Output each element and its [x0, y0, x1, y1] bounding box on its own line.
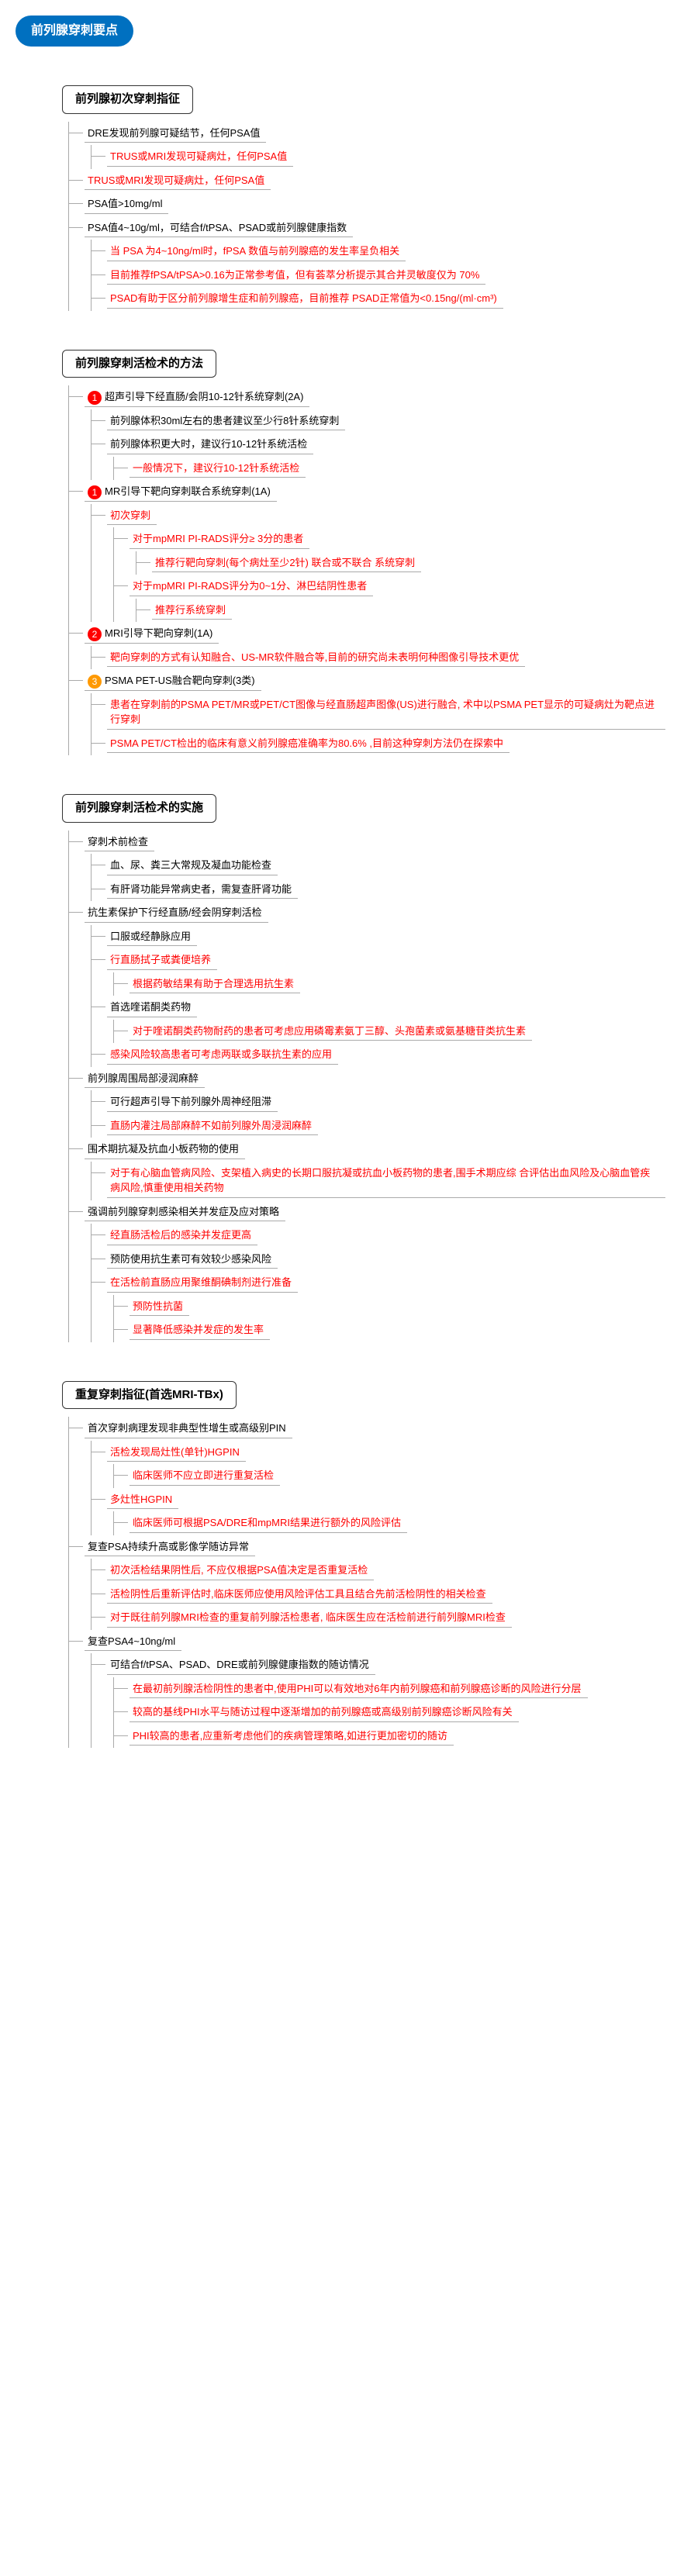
s4-r1a1: 临床医师不应立即进行重复活检 [130, 1466, 280, 1486]
s2-m4a: 患者在穿刺前的PSMA PET/MR或PET/CT图像与经直肠超声图像(US)进… [107, 696, 665, 730]
s4-r3a1: 在最初前列腺活检阴性的患者中,使用PHI可以有效地对6年内前列腺癌和前列腺癌诊断… [130, 1680, 588, 1699]
s1-i4b: 目前推荐fPSA/tPSA>0.16为正常参考值，但有荟萃分析提示其合并灵敏度仅… [107, 266, 485, 285]
s3-p2d: 感染风险较高患者可考虑两联或多联抗生素的应用 [107, 1045, 338, 1065]
section3-title: 前列腺穿刺活检术的实施 [62, 794, 216, 823]
s3-p5c2: 显著降低感染并发症的发生率 [130, 1321, 270, 1340]
s2-m3: 2MRI引导下靶向穿刺(1A) [85, 624, 219, 644]
s3-p1: 穿刺术前检查 [85, 833, 154, 852]
s2-m1: 1超声引导下经直肠/会阴10-12针系统穿刺(2A) [85, 388, 309, 407]
s4-r3a2: 较高的基线PHI水平与随访过程中逐渐增加的前列腺癌或高级别前列腺癌诊断风险有关 [130, 1703, 519, 1722]
s3-p5a: 经直肠活检后的感染并发症更高 [107, 1226, 257, 1245]
s1-i3: PSA值>10mg/ml [85, 195, 168, 214]
section1-title: 前列腺初次穿刺指征 [62, 85, 193, 114]
s2-m2a1: 对于mpMRI PI-RADS评分≥ 3分的患者 [130, 530, 309, 549]
s4-r2c: 对于既往前列腺MRI检查的重复前列腺活检患者, 临床医生应在活检前进行前列腺MR… [107, 1608, 512, 1628]
s3-p4a: 对于有心脑血管病风险、支架植入病史的长期口服抗凝或抗血小板药物的患者,围手术期应… [107, 1164, 665, 1198]
s4-r2a: 初次活检结果阴性后, 不应仅根据PSA值决定是否重复活检 [107, 1561, 374, 1580]
s1-i1: DRE发现前列腺可疑结节，任何PSA值 [85, 124, 266, 143]
s1-i1a: TRUS或MRI发现可疑病灶，任何PSA值 [107, 147, 293, 167]
s3-p2b1: 根据药敏结果有助于合理选用抗生素 [130, 975, 300, 994]
number-1-icon-b: 1 [88, 485, 102, 499]
s2-m1b: 前列腺体积更大时，建议行10-12针系统活检 [107, 435, 313, 454]
s4-r1a: 活检发现局灶性(单针)HGPIN [107, 1443, 246, 1462]
mindmap-tree: 前列腺初次穿刺指征 DRE发现前列腺可疑结节，任何PSA值 TRUS或MRI发现… [8, 70, 676, 1748]
s2-m2a2: 对于mpMRI PI-RADS评分为0~1分、淋巴结阴性患者 [130, 577, 373, 596]
s3-p5c1: 预防性抗菌 [130, 1297, 189, 1317]
number-1-icon: 1 [88, 391, 102, 405]
s2-m2a2a: 推荐行系统穿刺 [152, 601, 232, 620]
number-3-icon: 3 [88, 675, 102, 689]
s3-p2: 抗生素保护下行经直肠/经会阴穿刺活检 [85, 903, 268, 923]
s4-r1b: 多灶性HGPIN [107, 1490, 178, 1510]
s4-r3a3: PHI较高的患者,应重新考虑他们的疾病管理策略,如进行更加密切的随访 [130, 1727, 454, 1746]
s2-m1b1: 一般情况下，建议行10-12针系统活检 [130, 459, 306, 478]
s1-i4a: 当 PSA 为4~10ng/ml时，fPSA 数值与前列腺癌的发生率呈负相关 [107, 242, 406, 261]
s2-m2a: 初次穿刺 [107, 506, 157, 526]
number-2-icon: 2 [88, 627, 102, 641]
s4-r3a: 可结合f/tPSA、PSAD、DRE或前列腺健康指数的随访情况 [107, 1656, 375, 1675]
s3-p1a: 血、尿、粪三大常规及凝血功能检查 [107, 856, 278, 875]
s1-i4c: PSAD有助于区分前列腺增生症和前列腺癌，目前推荐 PSAD正常值为<0.15n… [107, 289, 503, 309]
s2-m2a1a: 推荐行靶向穿刺(每个病灶至少2针) 联合或不联合 系统穿刺 [152, 554, 421, 573]
section-implementation: 前列腺穿刺活检术的实施 穿刺术前检查 血、尿、粪三大常规及凝血功能检查 有肝肾功… [8, 779, 676, 1342]
s3-p5b: 预防使用抗生素可有效较少感染风险 [107, 1250, 278, 1269]
s1-i2: TRUS或MRI发现可疑病灶，任何PSA值 [85, 171, 271, 191]
section-initial-indication: 前列腺初次穿刺指征 DRE发现前列腺可疑结节，任何PSA值 TRUS或MRI发现… [8, 70, 676, 311]
s3-p2c: 首选喹诺酮类药物 [107, 998, 197, 1017]
s3-p5: 强调前列腺穿刺感染相关并发症及应对策略 [85, 1203, 285, 1222]
s2-m4: 3PSMA PET-US融合靶向穿刺(3类) [85, 672, 261, 691]
s3-p2b: 行直肠拭子或粪便培养 [107, 951, 217, 970]
s3-p3a: 可行超声引导下前列腺外周神经阻滞 [107, 1093, 278, 1112]
section-repeat-biopsy: 重复穿刺指征(首选MRI-TBx) 首次穿刺病理发现非典型性增生或高级别PIN … [8, 1366, 676, 1749]
section-biopsy-methods: 前列腺穿刺活检术的方法 1超声引导下经直肠/会阴10-12针系统穿刺(2A) 前… [8, 334, 676, 756]
s4-r1b1: 临床医师可根据PSA/DRE和mpMRI结果进行额外的风险评估 [130, 1514, 407, 1533]
section4-title: 重复穿刺指征(首选MRI-TBx) [62, 1381, 237, 1410]
s4-r2: 复查PSA持续升高或影像学随访异常 [85, 1538, 255, 1557]
s4-r2b: 活检阴性后重新评估时,临床医师应使用风险评估工具且结合先前活检阴性的相关检查 [107, 1585, 492, 1604]
s2-m2: 1MR引导下靶向穿刺联合系统穿刺(1A) [85, 482, 277, 502]
s3-p2a: 口服或经静脉应用 [107, 927, 197, 947]
s4-r3: 复查PSA4~10ng/ml [85, 1632, 181, 1652]
s3-p4: 围术期抗凝及抗血小板药物的使用 [85, 1140, 245, 1159]
s2-m1a: 前列腺体积30ml左右的患者建议至少行8针系统穿刺 [107, 412, 345, 431]
root-title: 前列腺穿刺要点 [16, 16, 133, 47]
s3-p5c: 在活检前直肠应用聚维酮碘制剂进行准备 [107, 1273, 298, 1293]
s4-r1: 首次穿刺病理发现非典型性增生或高级别PIN [85, 1419, 292, 1438]
section2-title: 前列腺穿刺活检术的方法 [62, 350, 216, 378]
s3-p3: 前列腺周围局部浸润麻醉 [85, 1069, 205, 1089]
s3-p3b: 直肠内灌注局部麻醉不如前列腺外周浸润麻醉 [107, 1117, 318, 1136]
s2-m4b: PSMA PET/CT检出的临床有意义前列腺癌准确率为80.6% ,目前这种穿刺… [107, 734, 510, 754]
s3-p2c1: 对于喹诺酮类药物耐药的患者可考虑应用磷霉素氨丁三醇、头孢菌素或氨基糖苷类抗生素 [130, 1022, 532, 1041]
s2-m3a: 靶向穿刺的方式有认知融合、US-MR软件融合等,目前的研究尚未表明何种图像引导技… [107, 648, 525, 668]
s1-i4: PSA值4~10g/ml，可结合f/tPSA、PSAD或前列腺健康指数 [85, 219, 353, 238]
s3-p1b: 有肝肾功能异常病史者，需复查肝肾功能 [107, 880, 298, 900]
